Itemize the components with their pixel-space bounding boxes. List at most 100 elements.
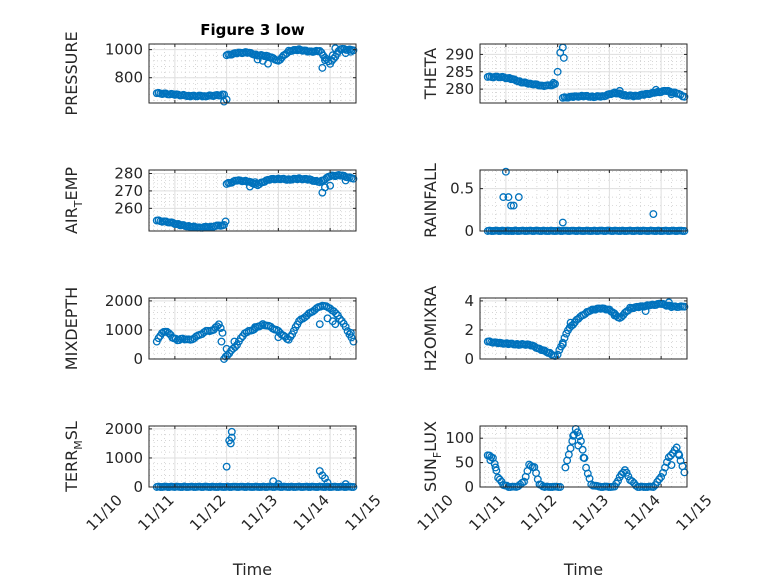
y-axis-label: SUNFLUX (421, 421, 444, 492)
data-point (321, 183, 329, 192)
data-point (227, 433, 236, 442)
axes-frame (148, 43, 357, 104)
data-point (216, 324, 225, 332)
y-tick-label: 290 (445, 45, 474, 63)
data-point (652, 85, 660, 94)
data-point (253, 55, 262, 64)
subplot-4: 0 0.5 RAINFALL (421, 163, 689, 240)
data-point (615, 86, 624, 95)
data-point (509, 201, 518, 210)
data-point (628, 477, 636, 486)
data-point (641, 307, 650, 316)
data-point (680, 302, 689, 311)
data-point (622, 468, 631, 477)
data-point (217, 337, 226, 346)
data-point (331, 44, 340, 53)
data-point (569, 431, 578, 440)
data-point (551, 79, 559, 88)
data-point (667, 90, 676, 99)
data-point (558, 218, 567, 227)
data-point (330, 307, 338, 316)
data-point (667, 461, 676, 469)
data-point (579, 453, 588, 462)
data-point (245, 182, 254, 191)
data-markers (152, 44, 358, 106)
data-point (486, 456, 495, 465)
data-point (505, 73, 514, 82)
data-point (347, 333, 356, 342)
data-point (655, 475, 664, 484)
data-point (341, 176, 350, 185)
data-point (349, 337, 358, 346)
data-markers (483, 43, 689, 102)
data-point (659, 468, 668, 477)
axes-frame (148, 425, 357, 488)
y-tick-label: 0 (464, 350, 474, 368)
data-point (323, 478, 332, 487)
data-point (680, 468, 689, 477)
y-tick-label: 100 (445, 429, 474, 447)
data-point (349, 174, 358, 183)
y-axis-label: TERRMSL (62, 421, 85, 493)
data-point (520, 477, 528, 486)
y-tick-label: 0 (464, 222, 474, 240)
data-point (341, 49, 350, 58)
data-point (174, 220, 183, 228)
data-point (231, 343, 239, 352)
axes-frame (148, 169, 357, 232)
data-point (289, 326, 298, 335)
data-point (307, 175, 316, 184)
x-axis-label: Time (232, 560, 272, 579)
data-point (624, 472, 633, 481)
y-tick-label: 260 (114, 199, 143, 217)
data-point (680, 92, 689, 101)
data-point (515, 77, 524, 86)
y-tick-label: 1000 (105, 41, 143, 59)
y-tick-label: 50 (455, 454, 474, 472)
data-point (274, 333, 283, 342)
data-markers (483, 298, 689, 361)
data-point (566, 318, 575, 327)
data-point (169, 219, 178, 227)
axes-frame (479, 297, 688, 360)
axes-background (480, 170, 687, 231)
y-tick-label: 0.5 (450, 180, 474, 198)
data-point (657, 473, 666, 481)
data-point (341, 322, 350, 331)
data-point (222, 462, 231, 471)
y-tick-label: 2 (464, 321, 474, 339)
data-point (502, 481, 511, 490)
data-point (230, 337, 239, 346)
data-point (675, 451, 684, 460)
y-tick-label: 1000 (105, 449, 143, 467)
major-grid (480, 170, 687, 231)
axes-background (480, 426, 687, 487)
data-point (549, 78, 558, 87)
data-point (340, 171, 349, 180)
data-point (631, 481, 640, 490)
data-point (226, 439, 235, 448)
chart-title: Figure 3 low (200, 21, 305, 39)
x-axis-label: Time (563, 560, 603, 579)
axes-frame (479, 425, 688, 488)
y-tick-label: 0 (133, 478, 143, 496)
data-point (558, 340, 567, 349)
data-point (586, 306, 595, 315)
data-point (251, 178, 260, 187)
y-tick-label: 0 (464, 478, 474, 496)
major-grid (149, 426, 356, 487)
data-point (495, 475, 504, 484)
y-axis-label: PRESSURE (62, 31, 81, 115)
y-tick-label: 280 (445, 80, 474, 98)
y-tick-label: 2000 (105, 292, 143, 310)
y-tick-label: 1000 (105, 321, 143, 339)
data-point (526, 461, 535, 470)
data-point (533, 475, 542, 484)
data-point (557, 342, 566, 351)
data-point (321, 56, 329, 65)
data-point (331, 309, 340, 318)
axes-frame (148, 297, 357, 360)
data-point (507, 201, 515, 210)
data-point (666, 451, 675, 460)
